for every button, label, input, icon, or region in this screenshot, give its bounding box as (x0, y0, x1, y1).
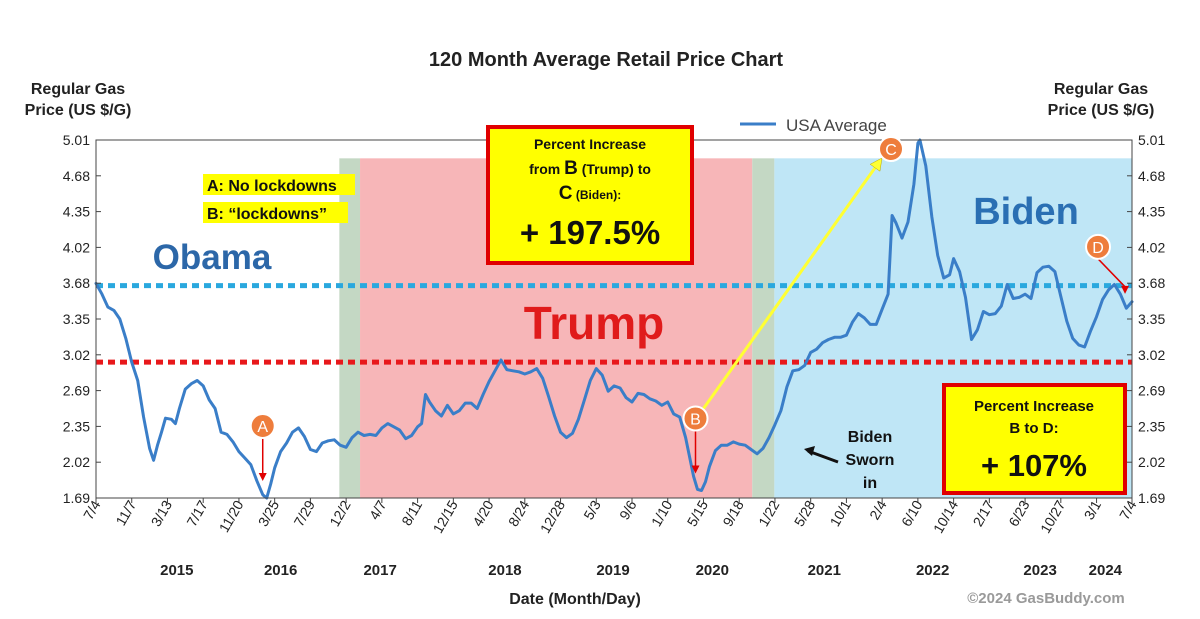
legend-label: USA Average (786, 116, 887, 135)
marker-arrow-head-D (1121, 285, 1130, 294)
lockdown-b-note-background (203, 202, 348, 223)
year-label-2021: 2021 (808, 562, 841, 579)
sworn-in-arrow-head (804, 446, 815, 456)
marker-arrow-shaft-D (1097, 258, 1126, 288)
percent-box-2-background (942, 383, 1127, 495)
y-tick-label-right: 4.35 (1138, 204, 1165, 220)
y-tick-label-left: 3.68 (63, 275, 90, 291)
arrow-b-to-c-shaft (702, 166, 877, 410)
marker-a-label: A (257, 419, 268, 436)
y-tick-label-right: 4.68 (1138, 168, 1165, 184)
marker-arrow-head-A (258, 473, 267, 481)
year-label-2016: 2016 (264, 562, 297, 579)
y-tick-label-right: 1.69 (1138, 490, 1165, 506)
y-tick-label-left: 3.35 (63, 311, 90, 327)
y-tick-label-right: 3.02 (1138, 347, 1165, 363)
y-axis-label-left-line2: Price (US $/G) (25, 102, 132, 119)
y-tick-label-left: 4.35 (63, 204, 90, 220)
y-tick-label-left: 3.02 (63, 347, 90, 363)
percent-box-1-value: + 197.5% (520, 214, 660, 251)
y-tick-label-left: 2.35 (63, 418, 90, 434)
percent-increase-box-b-to-d: Percent Increase B to D: + 107% (942, 383, 1127, 495)
biden-sworn-in-note: Biden Sworn in (804, 429, 894, 492)
year-label-2022: 2022 (916, 562, 949, 579)
lockdown-b-note: B: “lockdowns” (207, 206, 327, 223)
arrow-b-to-c (702, 157, 883, 410)
year-label-2017: 2017 (363, 562, 396, 579)
y-axis-ticks: 5.01 5.01 4.68 4.68 4.35 4.35 4.02 4.02 3.68 3.68… (63, 132, 1166, 506)
year-label-2019: 2019 (596, 562, 629, 579)
sworn-in-line2: Sworn (846, 452, 895, 469)
marker-c-circle (878, 136, 905, 162)
sworn-in-line1: Biden (848, 429, 892, 446)
trump-label: Trump (524, 297, 665, 349)
shaded-period-transition-0 (339, 158, 361, 498)
marker-a-circle (249, 413, 276, 439)
arrow-b-to-c-head (869, 157, 883, 172)
year-label-2023: 2023 (1023, 562, 1056, 579)
x-axis-label: Date (Month/Day) (509, 591, 641, 608)
y-tick-label-left: 4.68 (63, 168, 90, 184)
reference-lines (96, 283, 1132, 365)
y-axis-label-left-line1: Regular Gas (31, 81, 125, 98)
y-tick-label-left: 2.02 (63, 454, 90, 470)
percent-increase-box-b-to-c: Percent Increase from B (Trump) to C (Bi… (486, 125, 694, 265)
shaded-period-transition-2 (752, 158, 775, 498)
y-axis-label-right-line1: Regular Gas (1054, 81, 1148, 98)
marker-c-label: C (885, 142, 897, 159)
sworn-in-line3: in (863, 475, 877, 492)
year-label-2020: 2020 (696, 562, 729, 579)
y-tick-label-left: 5.01 (63, 132, 90, 148)
y-tick-label-left: 2.69 (63, 383, 90, 399)
year-label-2024: 2024 (1089, 562, 1123, 579)
point-markers: A B C D (249, 136, 1112, 439)
y-axis-label-right-line2: Price (US $/G) (1048, 102, 1155, 119)
y-tick-label-right: 5.01 (1138, 132, 1165, 148)
year-label-2018: 2018 (488, 562, 521, 579)
y-tick-label-right: 2.35 (1138, 418, 1165, 434)
marker-arrow-head-B (691, 465, 700, 474)
sworn-in-arrow-shaft (807, 449, 839, 464)
marker-b-circle (682, 405, 709, 432)
y-tick-label-right: 2.02 (1138, 454, 1165, 470)
copyright-text: ©2024 GasBuddy.com (967, 590, 1125, 607)
legend: USA Average (740, 116, 887, 135)
y-tick-label-left: 1.69 (63, 490, 90, 506)
percent-box-1-background (486, 125, 694, 265)
x-axis-year-labels: 2015 2016 2017 2018 2019 2020 2021 2022 2023 2024 (160, 562, 1123, 579)
marker-arrows (258, 258, 1130, 481)
lockdown-a-note: A: No lockdowns (207, 178, 337, 195)
obama-label: Obama (153, 238, 272, 277)
y-tick-label-right: 4.02 (1138, 239, 1165, 255)
percent-box-2-value: + 107% (981, 448, 1087, 483)
percent-box-1-line3: C (Biden): (559, 183, 621, 204)
percent-box-1-line2: from B (Trump) to (529, 158, 651, 179)
percent-box-2-line2: B to D: (1009, 420, 1058, 437)
marker-d-label: D (1092, 240, 1104, 257)
y-tick-label-left: 4.02 (63, 239, 90, 255)
y-tick-label-right: 3.68 (1138, 275, 1165, 291)
year-label-2015: 2015 (160, 562, 193, 579)
biden-label: Biden (973, 191, 1079, 233)
y-tick-label-right: 2.69 (1138, 383, 1165, 399)
percent-box-1-line1: Percent Increase (534, 136, 646, 152)
y-tick-label-right: 3.35 (1138, 311, 1165, 327)
marker-b-label: B (690, 411, 701, 428)
percent-box-2-line1: Percent Increase (974, 398, 1094, 415)
series-line-usa-average (94, 138, 1134, 500)
lockdown-a-note-background (203, 174, 355, 195)
chart-title: 120 Month Average Retail Price Chart (429, 49, 784, 71)
marker-d-circle (1085, 233, 1112, 260)
